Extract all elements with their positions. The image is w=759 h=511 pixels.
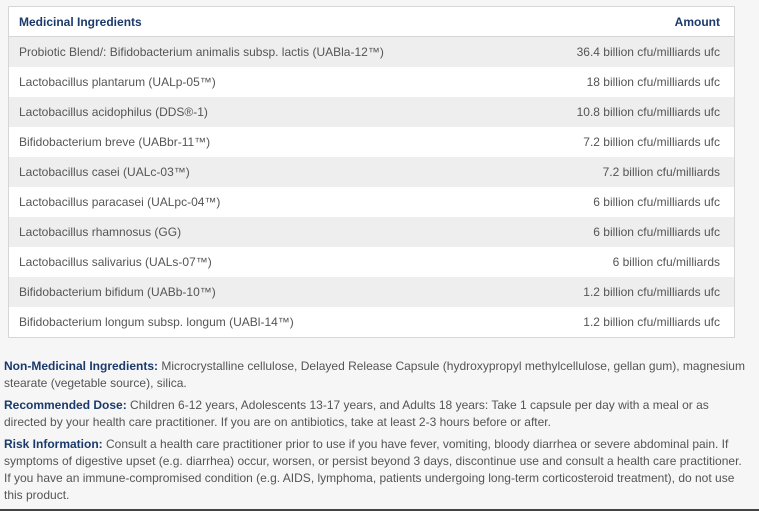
ingredient-cell: Lactobacillus rhamnosus (GG) — [8, 217, 515, 247]
info-label: Recommended Dose: — [4, 398, 127, 412]
info-paragraph: Recommended Dose: Children 6-12 years, A… — [4, 397, 749, 431]
ingredient-cell: Bifidobacterium bifidum (UABb-10™) — [8, 277, 515, 307]
header-amount: Amount — [514, 6, 735, 37]
product-info: Non-Medicinal Ingredients: Microcrystall… — [4, 358, 749, 509]
amount-cell: 6 billion cfu/milliards — [612, 255, 720, 269]
ingredient-cell: Lactobacillus salivarius (UALs-07™) — [19, 255, 212, 269]
amount-cell: 18 billion cfu/milliards ufc — [586, 75, 720, 89]
amount-cell: 6 billion cfu/milliards ufc — [593, 195, 720, 209]
table-row: Bifidobacterium breve (UABbr-11™) 7.2 bil… — [9, 127, 735, 157]
ingredient-cell: Bifidobacterium longum subsp. longum (UA… — [19, 315, 294, 329]
info-text: Consult a health care practitioner prior… — [4, 437, 742, 502]
amount-cell: 10.8 billion cfu/milliards ufc — [514, 97, 735, 127]
table-row: Lactobacillus rhamnosus (GG) 6 billion cf… — [8, 217, 735, 247]
amount-cell: 7.2 billion cfu/milliards ufc — [583, 135, 720, 149]
ingredient-cell: Lactobacillus plantarum (UALp-05™) — [19, 75, 216, 89]
ingredient-cell: Bifidobacterium breve (UABbr-11™) — [19, 135, 211, 149]
table-row: Lactobacillus salivarius (UALs-07™) 6 bil… — [9, 247, 735, 277]
table-row: Lactobacillus paracasei (UALpc-04™) 6 bil… — [9, 187, 735, 217]
info-paragraph: Risk Information: Consult a health care … — [4, 436, 749, 504]
info-label: Non-Medicinal Ingredients: — [4, 359, 159, 373]
amount-cell: 6 billion cfu/milliards ufc — [514, 217, 735, 247]
amount-cell: 7.2 billion cfu/milliards — [514, 157, 735, 187]
ingredient-cell: Lactobacillus casei (UALc-03™) — [8, 157, 515, 187]
info-label: Risk Information: — [4, 437, 103, 451]
amount-cell: 36.4 billion cfu/milliards ufc — [514, 36, 735, 67]
info-text: Children 6-12 years, Adolescents 13-17 y… — [4, 398, 709, 429]
ingredient-cell: Lactobacillus paracasei (UALpc-04™) — [19, 195, 221, 209]
info-paragraph: Non-Medicinal Ingredients: Microcrystall… — [4, 358, 749, 392]
table-row: Lactobacillus acidophilus (DDS®-1) 10.8 b… — [8, 97, 735, 127]
table-row: Bifidobacterium bifidum (UABb-10™) 1.2 bi… — [8, 277, 735, 307]
medicinal-ingredients-table: Medicinal Ingredients Amount Probiotic B… — [8, 6, 735, 338]
table-row: Lactobacillus plantarum (UALp-05™) 18 bil… — [9, 67, 735, 97]
ingredient-cell: Lactobacillus acidophilus (DDS®-1) — [8, 97, 515, 127]
divider — [0, 509, 759, 511]
header-ingredient: Medicinal Ingredients — [8, 6, 515, 37]
ingredient-cell: Probiotic Blend/: Bifidobacterium animal… — [8, 36, 515, 67]
info-text: Microcrystalline cellulose, Delayed Rele… — [4, 359, 745, 390]
table-row: Bifidobacterium longum subsp. longum (UA… — [9, 307, 735, 338]
table-row: Lactobacillus casei (UALc-03™) 7.2 billio… — [8, 157, 735, 187]
amount-cell: 1.2 billion cfu/milliards ufc — [514, 277, 735, 307]
table-header-row: Medicinal Ingredients Amount — [8, 6, 735, 37]
table-row: Probiotic Blend/: Bifidobacterium animal… — [8, 36, 735, 67]
amount-cell: 1.2 billion cfu/milliards ufc — [583, 315, 720, 329]
